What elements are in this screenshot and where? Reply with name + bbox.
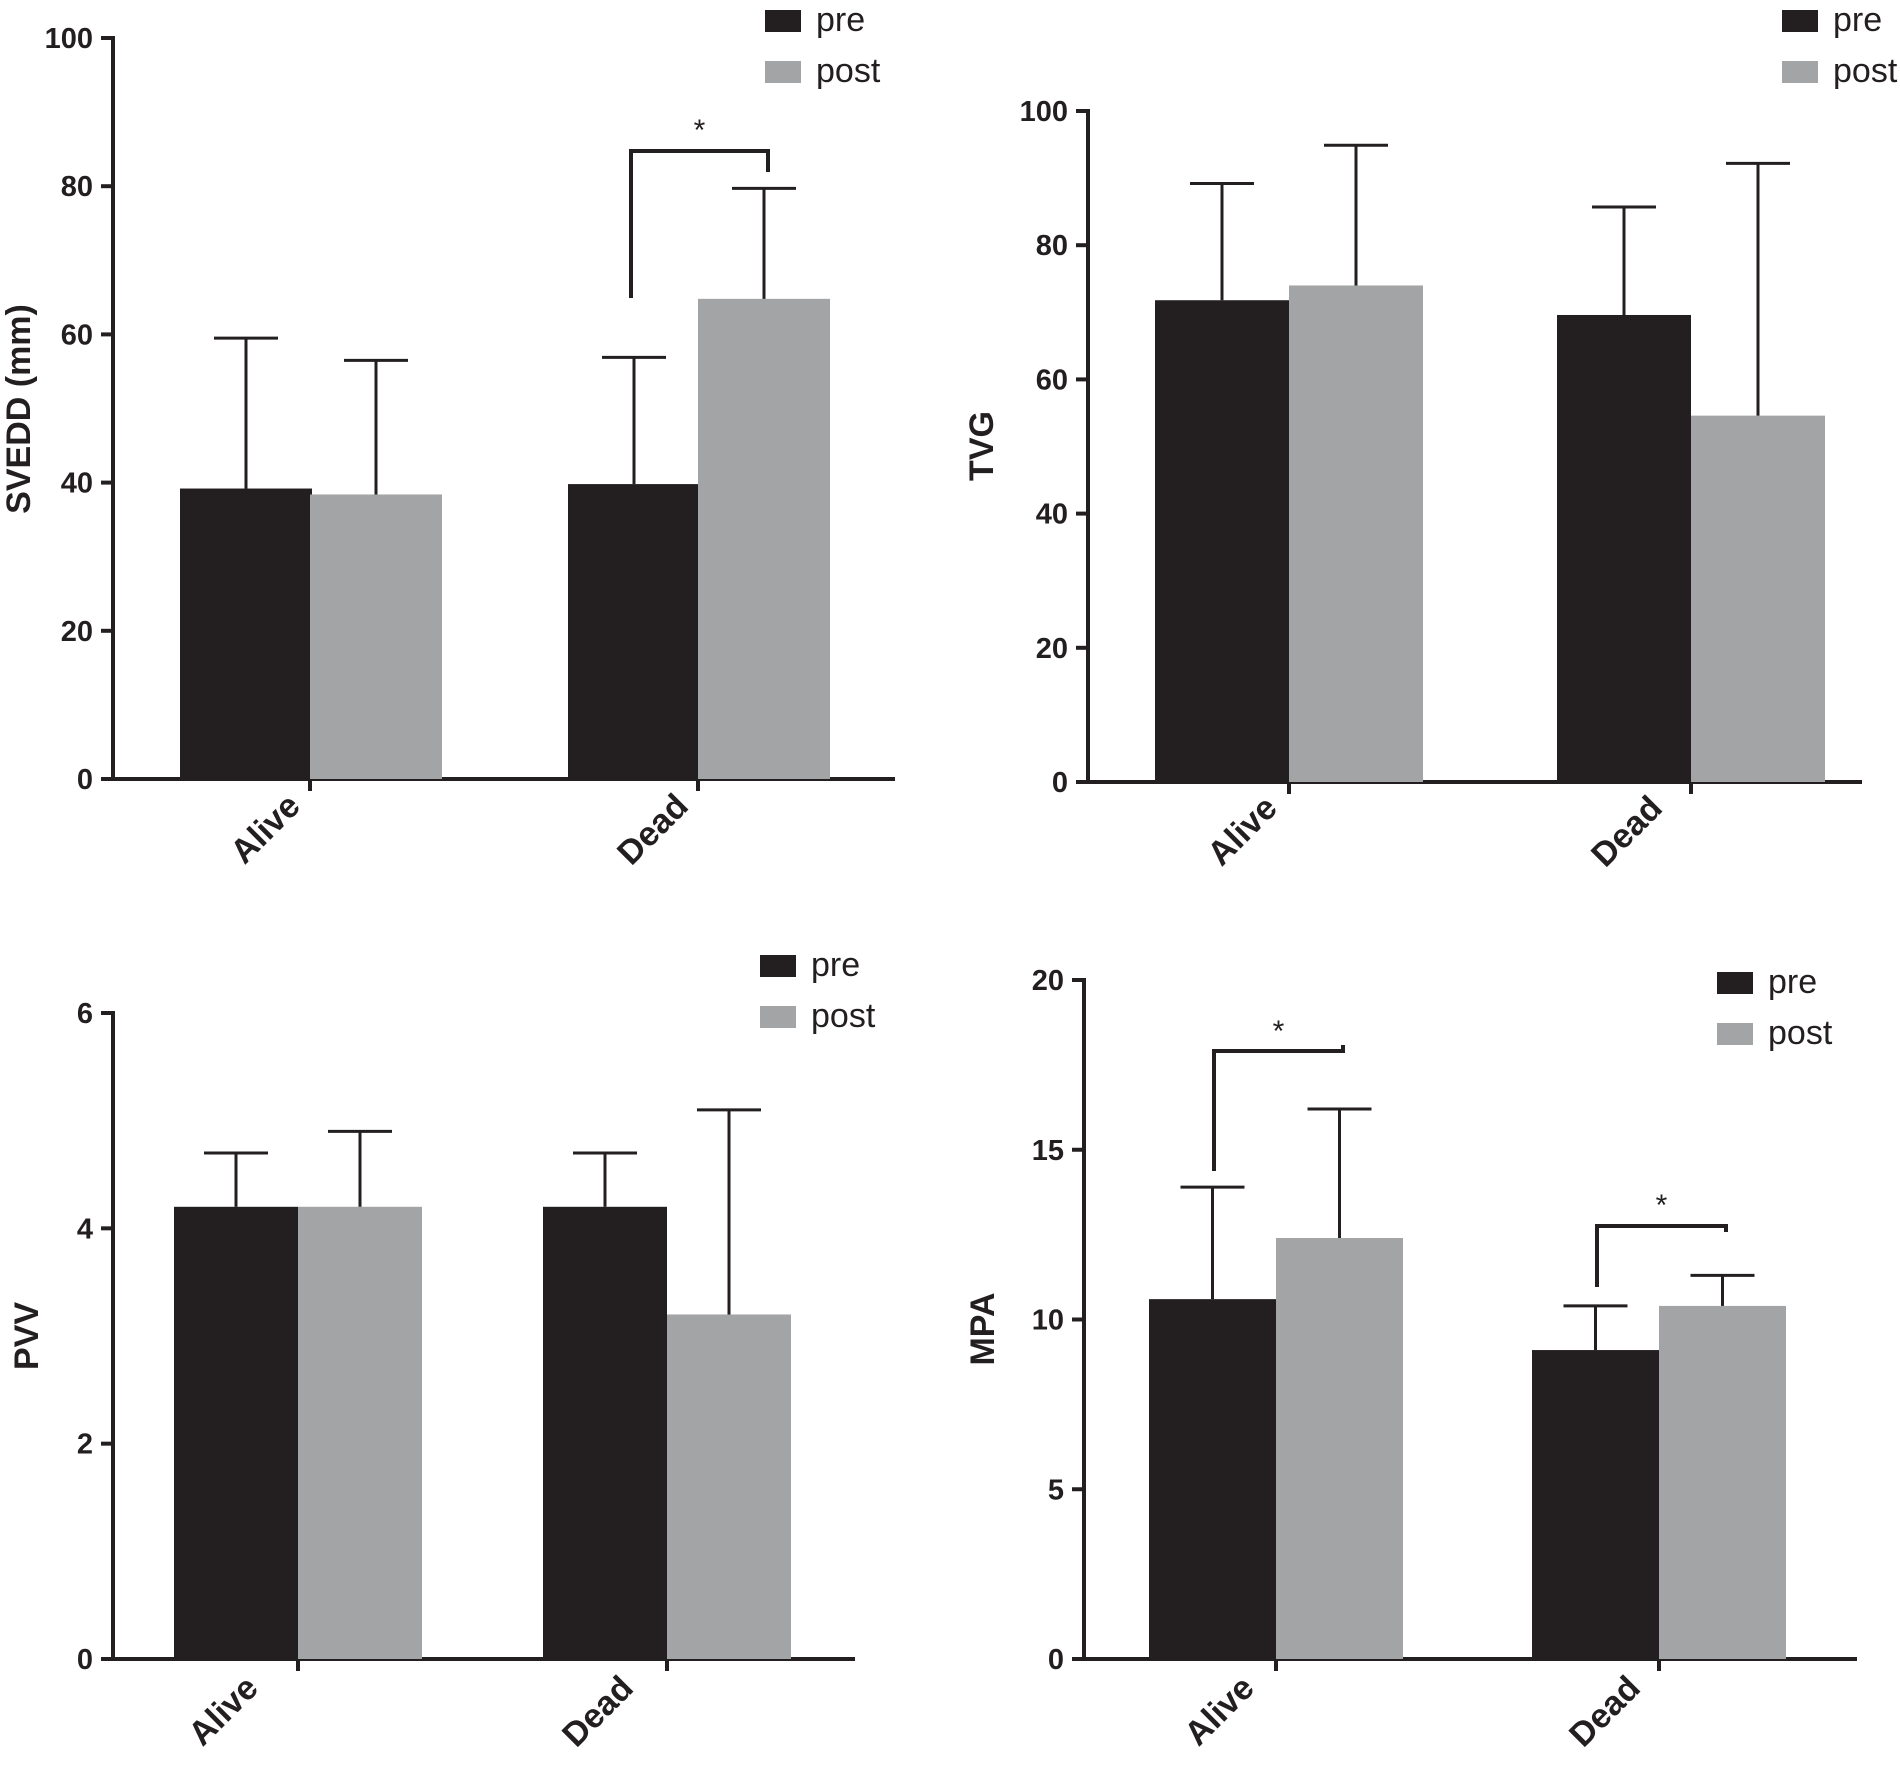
legend-swatch-post — [1782, 61, 1818, 83]
legend-label-post: post — [811, 997, 876, 1035]
bar-pre-alive — [1155, 300, 1289, 782]
category-label-dead: Dead — [1562, 1669, 1648, 1755]
y-axis-title: PVV — [8, 1302, 46, 1370]
y-tick-label: 0 — [77, 1644, 93, 1676]
y-tick-label: 0 — [1048, 1644, 1064, 1676]
bar-pre-alive — [174, 1206, 298, 1659]
significance-star-dead: * — [1656, 1189, 1668, 1222]
y-tick-label: 4 — [77, 1213, 93, 1245]
y-axis-title: SVEDD (mm) — [0, 304, 38, 514]
bar-post-alive — [1289, 285, 1423, 782]
bar-post-alive — [310, 494, 442, 779]
y-tick-label: 40 — [1036, 499, 1068, 531]
category-label-alive: Alive — [1177, 1669, 1261, 1753]
bar-post-dead — [698, 298, 830, 779]
bar-pre-dead — [568, 484, 700, 779]
legend-label-post: post — [1833, 52, 1898, 90]
legend-label-pre: pre — [816, 1, 865, 39]
legend-label-post: post — [816, 52, 881, 90]
bar-pre-alive — [180, 488, 312, 779]
bar-post-dead — [667, 1314, 791, 1659]
legend-swatch-post — [760, 1006, 796, 1028]
y-tick-label: 15 — [1032, 1135, 1064, 1167]
y-tick-label: 0 — [77, 764, 93, 796]
bar-post-alive — [298, 1206, 422, 1659]
y-tick-label: 40 — [61, 468, 93, 500]
y-axis-title: MPA — [964, 1292, 1002, 1365]
y-tick-label: 6 — [77, 998, 93, 1030]
y-tick-label: 0 — [1052, 767, 1068, 799]
significance-bracket-alive — [1212, 1045, 1345, 1171]
y-tick-label: 20 — [1032, 965, 1064, 997]
legend-swatch-pre — [1717, 972, 1753, 994]
y-tick-label: 5 — [1048, 1474, 1064, 1506]
y-tick-label: 60 — [61, 319, 93, 351]
y-tick-label: 80 — [1036, 230, 1068, 262]
category-label-alive: Alive — [1200, 789, 1284, 873]
legend-swatch-pre — [765, 10, 801, 32]
significance-bracket-dead — [1595, 1224, 1728, 1287]
significance-bracket-dead — [629, 149, 770, 298]
chart-panel-1: 0 20 40 60 80 100 SVEDD (mm) Alive Dead * pre post — [0, 1, 895, 872]
category-label-alive: Alive — [181, 1669, 265, 1753]
y-tick-label: 100 — [1020, 96, 1068, 128]
chart-panel-2: 0 20 40 60 80 100 TVG Alive Dead pre post — [963, 1, 1898, 874]
bar-post-dead — [1659, 1305, 1786, 1659]
y-tick-label: 20 — [61, 616, 93, 648]
category-label-dead: Dead — [555, 1669, 641, 1755]
y-tick-label: 10 — [1032, 1305, 1064, 1337]
category-label-dead: Dead — [610, 787, 696, 873]
bar-post-dead — [1691, 415, 1825, 782]
legend-label-post: post — [1768, 1014, 1833, 1052]
bar-post-alive — [1276, 1238, 1403, 1659]
category-label-dead: Dead — [1584, 789, 1670, 875]
bar-pre-dead — [543, 1206, 667, 1659]
chart-panel-4: 0 5 10 15 20 MPA Alive Dead * * pre post — [964, 963, 1857, 1754]
legend-swatch-post — [765, 61, 801, 83]
bar-pre-alive — [1149, 1299, 1276, 1659]
category-label-alive: Alive — [223, 787, 307, 871]
bar-pre-dead — [1557, 314, 1691, 782]
legend-swatch-post — [1717, 1023, 1753, 1045]
y-tick-label: 80 — [61, 171, 93, 203]
y-tick-label: 2 — [77, 1429, 93, 1461]
y-tick-label: 20 — [1036, 633, 1068, 665]
legend-swatch-pre — [760, 955, 796, 977]
legend-swatch-pre — [1782, 10, 1818, 32]
legend-label-pre: pre — [1833, 1, 1882, 39]
legend-label-pre: pre — [1768, 963, 1817, 1001]
y-tick-label: 100 — [45, 23, 93, 55]
chart-panel-3: 0 2 4 6 PVV Alive Dead pre post — [8, 946, 876, 1754]
legend-label-pre: pre — [811, 946, 860, 984]
bar-pre-dead — [1532, 1350, 1659, 1659]
y-tick-label: 60 — [1036, 364, 1068, 396]
significance-star-alive: * — [1273, 1015, 1285, 1048]
significance-star-dead: * — [694, 114, 706, 147]
y-axis-title: TVG — [963, 411, 1001, 481]
